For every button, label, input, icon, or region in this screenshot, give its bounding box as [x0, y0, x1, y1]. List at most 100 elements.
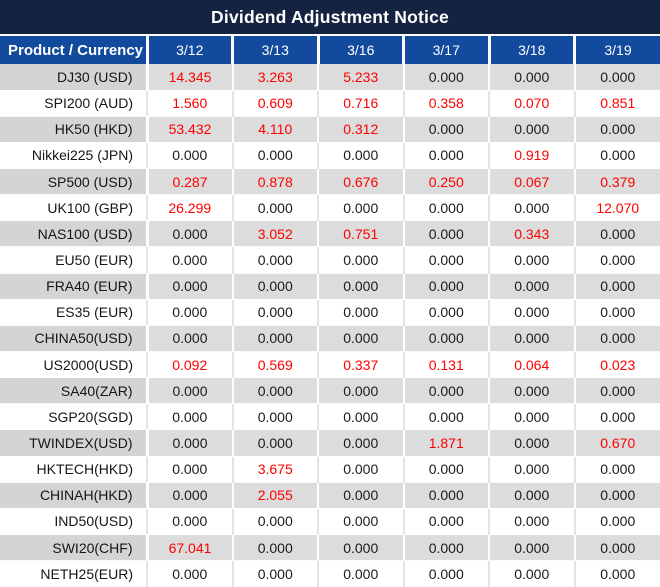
value-cell: 0.000 — [488, 325, 575, 352]
value-cell: 0.250 — [402, 168, 489, 195]
table-row: Nikkei225 (JPN) 0.000 0.000 0.000 0.000 0.919… — [0, 142, 660, 169]
value-cell: 2.055 — [231, 482, 318, 509]
value-cell: 0.000 — [402, 325, 489, 352]
table-row: CHINA50(USD) 0.000 0.000 0.000 0.000 0.000 0.0… — [0, 325, 660, 352]
value-cell: 0.000 — [317, 560, 404, 587]
value-cell: 0.000 — [573, 377, 660, 404]
product-cell: SGP20(SGD) — [0, 403, 147, 430]
product-cell: TWINDEX(USD) — [0, 429, 147, 457]
value-cell: 0.000 — [402, 299, 489, 326]
value-cell: 0.000 — [317, 273, 404, 300]
value-cell: 0.000 — [488, 429, 575, 457]
table-row: DJ30 (USD) 14.345 3.263 5.233 0.000 0.000 0.00… — [0, 64, 660, 91]
table-row: SP500 (USD) 0.287 0.878 0.676 0.250 0.067 0.37… — [0, 168, 660, 195]
table-row: SPI200 (AUD) 1.560 0.609 0.716 0.358 0.070 0.8… — [0, 90, 660, 117]
table-row: SGP20(SGD) 0.000 0.000 0.000 0.000 0.000 0.000 — [0, 403, 660, 430]
value-cell: 0.000 — [231, 508, 318, 535]
value-cell: 0.000 — [317, 403, 404, 430]
value-cell: 0.000 — [488, 403, 575, 430]
value-cell: 0.000 — [402, 273, 489, 300]
value-cell: 0.851 — [573, 90, 660, 117]
value-cell: 0.000 — [146, 456, 233, 483]
value-cell: 0.067 — [488, 168, 575, 195]
product-cell: ES35 (EUR) — [0, 299, 147, 326]
value-cell: 3.263 — [231, 64, 318, 91]
value-cell: 0.000 — [231, 299, 318, 326]
value-cell: 0.000 — [402, 508, 489, 535]
product-cell: SA40(ZAR) — [0, 377, 147, 404]
value-cell: 0.379 — [573, 168, 660, 195]
value-cell: 0.064 — [488, 351, 575, 378]
value-cell: 0.000 — [317, 325, 404, 352]
value-cell: 0.000 — [231, 325, 318, 352]
value-cell: 0.000 — [488, 508, 575, 535]
value-cell: 0.000 — [146, 560, 233, 587]
value-cell: 0.000 — [317, 482, 404, 509]
header-row: Product / Currency 3/12 3/13 3/16 3/17 3/18 3/… — [0, 36, 660, 64]
column-header-date: 3/17 — [402, 36, 489, 64]
value-cell: 0.000 — [488, 64, 575, 91]
value-cell: 0.000 — [488, 482, 575, 509]
value-cell: 0.000 — [402, 534, 489, 561]
table-row: EU50 (EUR) 0.000 0.000 0.000 0.000 0.000 0.000 — [0, 246, 660, 274]
value-cell: 0.000 — [231, 273, 318, 300]
value-cell: 0.000 — [317, 299, 404, 326]
product-cell: EU50 (EUR) — [0, 246, 147, 274]
value-cell: 0.000 — [488, 377, 575, 404]
value-cell: 0.358 — [402, 90, 489, 117]
value-cell: 0.000 — [231, 142, 318, 169]
value-cell: 0.000 — [573, 403, 660, 430]
value-cell: 0.000 — [402, 560, 489, 587]
value-cell: 0.569 — [231, 351, 318, 378]
value-cell: 0.000 — [488, 273, 575, 300]
value-cell: 0.676 — [317, 168, 404, 195]
value-cell: 0.000 — [573, 508, 660, 535]
table-row: NETH25(EUR) 0.000 0.000 0.000 0.000 0.000 0.00… — [0, 560, 660, 587]
page-title: Dividend Adjustment Notice — [211, 6, 449, 27]
product-cell: HK50 (HKD) — [0, 116, 147, 143]
table-row: UK100 (GBP) 26.299 0.000 0.000 0.000 0.000 12.… — [0, 194, 660, 221]
column-header-product: Product / Currency — [0, 36, 147, 64]
value-cell: 0.000 — [146, 403, 233, 430]
value-cell: 0.000 — [146, 142, 233, 169]
value-cell: 26.299 — [146, 194, 233, 221]
column-header-date: 3/19 — [573, 36, 660, 64]
value-cell: 0.000 — [231, 246, 318, 274]
table-row: CHINAH(HKD) 0.000 2.055 0.000 0.000 0.000 0.00… — [0, 482, 660, 509]
value-cell: 67.041 — [145, 534, 233, 561]
table-header: Product / Currency 3/12 3/13 3/16 3/17 3/18 3/… — [0, 36, 660, 64]
product-cell: UK100 (GBP) — [0, 194, 147, 221]
value-cell: 0.000 — [145, 482, 233, 509]
product-cell: HKTECH(HKD) — [0, 456, 147, 483]
value-cell: 0.000 — [402, 246, 489, 274]
value-cell: 0.000 — [488, 456, 575, 483]
value-cell: 14.345 — [145, 64, 233, 91]
table-row: SA40(ZAR) 0.000 0.000 0.000 0.000 0.000 0.000 — [0, 377, 660, 404]
value-cell: 0.000 — [231, 560, 318, 587]
value-cell: 0.000 — [402, 142, 489, 169]
value-cell: 0.670 — [573, 429, 660, 457]
value-cell: 1.560 — [146, 90, 233, 117]
value-cell: 0.000 — [573, 299, 660, 326]
table-row: IND50(USD) 0.000 0.000 0.000 0.000 0.000 0.000 — [0, 508, 660, 535]
product-cell: NETH25(EUR) — [0, 560, 147, 587]
value-cell: 0.000 — [146, 246, 233, 274]
table-row: FRA40 (EUR) 0.000 0.000 0.000 0.000 0.000 0.00… — [0, 273, 660, 300]
value-cell: 0.337 — [317, 351, 404, 378]
value-cell: 0.000 — [573, 560, 660, 587]
value-cell: 0.000 — [488, 116, 575, 143]
product-cell: CHINA50(USD) — [0, 325, 147, 352]
value-cell: 12.070 — [573, 194, 660, 221]
table-row: HKTECH(HKD) 0.000 3.675 0.000 0.000 0.000 0.00… — [0, 456, 660, 483]
product-cell: Nikkei225 (JPN) — [0, 142, 147, 169]
value-cell: 0.609 — [231, 90, 318, 117]
value-cell: 0.000 — [317, 456, 404, 483]
value-cell: 0.000 — [145, 325, 233, 352]
product-cell: SPI200 (AUD) — [0, 90, 147, 117]
value-cell: 0.000 — [145, 429, 233, 457]
product-cell: SWI20(CHF) — [0, 534, 147, 561]
value-cell: 3.052 — [231, 220, 318, 247]
dividend-table: Product / Currency 3/12 3/13 3/16 3/17 3/18 3/… — [0, 36, 660, 587]
value-cell: 0.000 — [146, 299, 233, 326]
value-cell: 0.716 — [317, 90, 404, 117]
